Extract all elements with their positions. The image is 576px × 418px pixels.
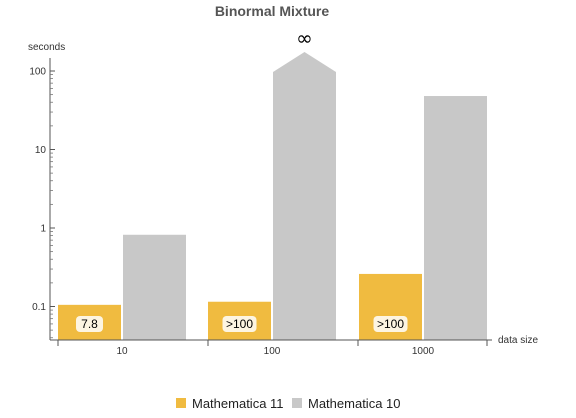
bar-mathematica-10-100 xyxy=(273,52,336,340)
bar-mathematica-10-10 xyxy=(123,234,186,340)
bars-group xyxy=(58,52,487,341)
x-tick-label-1000: 1000 xyxy=(412,346,435,357)
x-axis-label: data size xyxy=(498,335,538,346)
data-label-mathematica-11-100: >100 xyxy=(226,317,253,331)
data-label-bg xyxy=(373,316,408,332)
y-tick-label-1: 1 xyxy=(40,224,46,235)
y-axis-label: seconds xyxy=(28,42,65,53)
data-labels-group: 7.8 >100 >100 ∞ xyxy=(76,26,408,332)
x-tick-label-10: 10 xyxy=(116,346,128,357)
data-label-bg xyxy=(76,316,103,332)
y-tick-label-10: 10 xyxy=(35,145,47,156)
bar-mathematica-10-1000 xyxy=(424,96,487,341)
legend-label-mathematica-11: Mathematica 11 xyxy=(192,396,284,411)
legend-label-mathematica-10: Mathematica 10 xyxy=(308,396,401,411)
data-label-mathematica-11-10: 7.8 xyxy=(81,317,98,331)
legend-swatch-mathematica-11 xyxy=(176,398,186,408)
x-tick-label-100: 100 xyxy=(264,346,281,357)
y-tick-label-100: 100 xyxy=(29,67,46,78)
data-label-bg xyxy=(222,316,257,332)
legend: Mathematica 11 Mathematica 10 xyxy=(176,396,401,411)
infinity-annotation: ∞ xyxy=(296,26,313,50)
axes-group: 0.1 1 10 100 10 100 1000 xyxy=(29,58,492,357)
legend-swatch-mathematica-10 xyxy=(292,398,302,408)
chart-title: Binormal Mixture xyxy=(215,3,330,19)
data-label-mathematica-11-1000: >100 xyxy=(377,317,404,331)
y-tick-label-0-1: 0.1 xyxy=(32,302,46,313)
